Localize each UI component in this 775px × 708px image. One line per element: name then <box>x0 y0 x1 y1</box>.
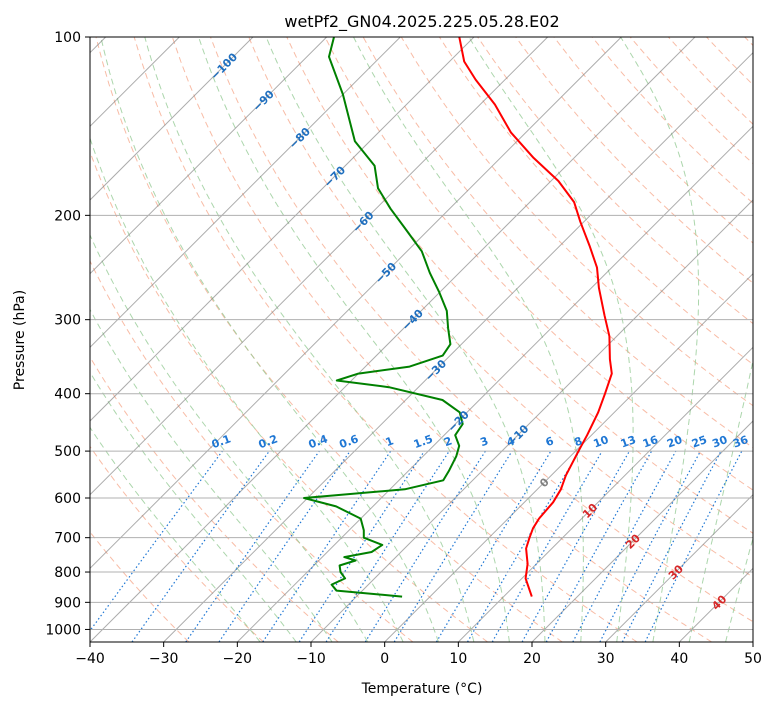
mixing-ratio-label: 36 <box>731 433 750 451</box>
dry-adiabat <box>515 37 753 284</box>
moist-adiabat <box>725 536 753 642</box>
isotherm-line <box>163 51 753 642</box>
isotherm-line <box>90 37 254 201</box>
mixing-ratio-label: 0.4 <box>307 432 330 451</box>
mixing-ratio-line <box>218 450 351 642</box>
axes: −40 −30 −20 −10 0 10 20 30 40 5010020030040050060… <box>45 30 762 667</box>
isotherm-line <box>531 420 753 642</box>
moist-adiabat <box>144 37 475 642</box>
mixing-ratio-line <box>521 450 631 642</box>
mixing-ratio-label: 0.6 <box>338 432 361 451</box>
chart-title: wetPf2_GN04.2025.225.05.28.E02 <box>284 12 559 32</box>
dry-adiabat <box>95 37 563 642</box>
mixing-ratio-line <box>325 450 450 642</box>
dry-adiabat <box>90 445 264 642</box>
mixing-ratio-line <box>298 450 425 642</box>
dry-adiabat <box>90 259 414 642</box>
x-tick-label: 10 <box>449 651 467 667</box>
moist-adiabat <box>688 358 753 642</box>
mixing-ratio-label: 8 <box>572 434 584 449</box>
mixing-ratio-line <box>545 450 653 642</box>
mixing-ratio-line <box>185 450 320 642</box>
moist-adiabat <box>90 233 369 642</box>
moist-adiabat <box>90 426 261 642</box>
dry-adiabat <box>90 356 339 642</box>
mixing-ratio-label: 1 <box>384 434 396 449</box>
y-tick-label: 500 <box>54 444 81 460</box>
y-tick-label: 600 <box>54 491 81 507</box>
plot-frame <box>89 36 754 643</box>
mixing-ratio-line <box>131 450 270 642</box>
y-tick-label: 400 <box>54 387 81 403</box>
dry-adiabat <box>286 37 753 534</box>
mixing-ratio-label: 10 <box>592 433 611 451</box>
moist-adiabat <box>90 308 333 642</box>
isotherm-line <box>90 37 401 349</box>
isotherm-line <box>310 199 753 642</box>
y-tick-label: 200 <box>54 208 81 224</box>
moist-adiabat <box>100 37 439 642</box>
mixing-ratio-label: 0.1 <box>210 432 233 451</box>
mixing-ratio-label: 4 <box>505 434 517 449</box>
mixing-ratio-label: 13 <box>619 433 638 450</box>
isotherm-line <box>384 272 753 642</box>
x-tick-label: −10 <box>296 651 326 667</box>
y-tick-label: 300 <box>54 313 81 329</box>
mixing-ratio-line <box>644 450 743 642</box>
dry-adiabat <box>210 37 753 623</box>
dewpoint-line <box>303 37 464 598</box>
dry-adiabat <box>248 37 753 578</box>
dry-adiabat <box>171 37 712 642</box>
mixing-ratio-label: 0.2 <box>257 432 280 451</box>
x-tick-label: −20 <box>223 651 253 667</box>
mixing-ratio-label: 20 <box>665 433 684 451</box>
moist-adiabat <box>90 136 404 642</box>
profile-lines <box>303 37 613 598</box>
x-tick-label: 50 <box>744 651 762 667</box>
moist-adiabat <box>265 37 546 642</box>
x-tick-label: 20 <box>523 651 541 667</box>
x-tick-label: 40 <box>670 651 688 667</box>
mixing-ratio-label: 3 <box>478 434 490 449</box>
mixing-ratio-label: 30 <box>710 433 729 451</box>
mixing-ratio-line <box>572 450 677 642</box>
x-tick-label: 30 <box>597 651 615 667</box>
moist-adiabat <box>90 371 297 642</box>
isotherm-line <box>90 37 696 642</box>
mixing-ratio-label: 25 <box>690 433 709 450</box>
isotherm-line <box>236 125 753 642</box>
x-tick-label: −30 <box>149 651 179 667</box>
mixing-ratio-label: 1.5 <box>412 432 435 451</box>
y-tick-label: 1000 <box>45 622 81 638</box>
x-axis-label: Temperature (°C) <box>361 681 483 697</box>
isotherm-line <box>605 493 753 642</box>
isotherm-line <box>457 346 753 642</box>
moist-adiabat <box>198 37 510 642</box>
dry-adiabat <box>133 37 638 642</box>
temperature-line <box>458 37 613 597</box>
mixing-ratio-label: 2 <box>442 434 454 449</box>
y-tick-label: 800 <box>54 565 81 581</box>
isotherm-line <box>90 37 328 275</box>
moist-adiabat <box>353 37 584 642</box>
mixing-ratio-line <box>393 450 513 642</box>
mixing-ratio-line <box>262 450 392 642</box>
y-tick-label: 100 <box>54 30 81 46</box>
y-tick-label: 700 <box>54 531 81 547</box>
y-tick-label: 900 <box>54 595 81 611</box>
dry-adiabat <box>324 37 753 491</box>
background-lines <box>90 37 753 642</box>
x-tick-label: 0 <box>380 651 389 667</box>
isotherm-line <box>90 37 475 422</box>
isotherm-line <box>90 37 622 570</box>
moist-adiabat <box>620 37 700 642</box>
mixing-ratio-label: 16 <box>641 433 660 451</box>
mixing-ratio-line <box>90 450 223 632</box>
y-axis-label: Pressure (hPa) <box>12 290 28 390</box>
isotherm-line <box>90 37 549 496</box>
x-tick-label: −40 <box>75 651 105 667</box>
mixing-ratio-label: 6 <box>544 434 556 449</box>
